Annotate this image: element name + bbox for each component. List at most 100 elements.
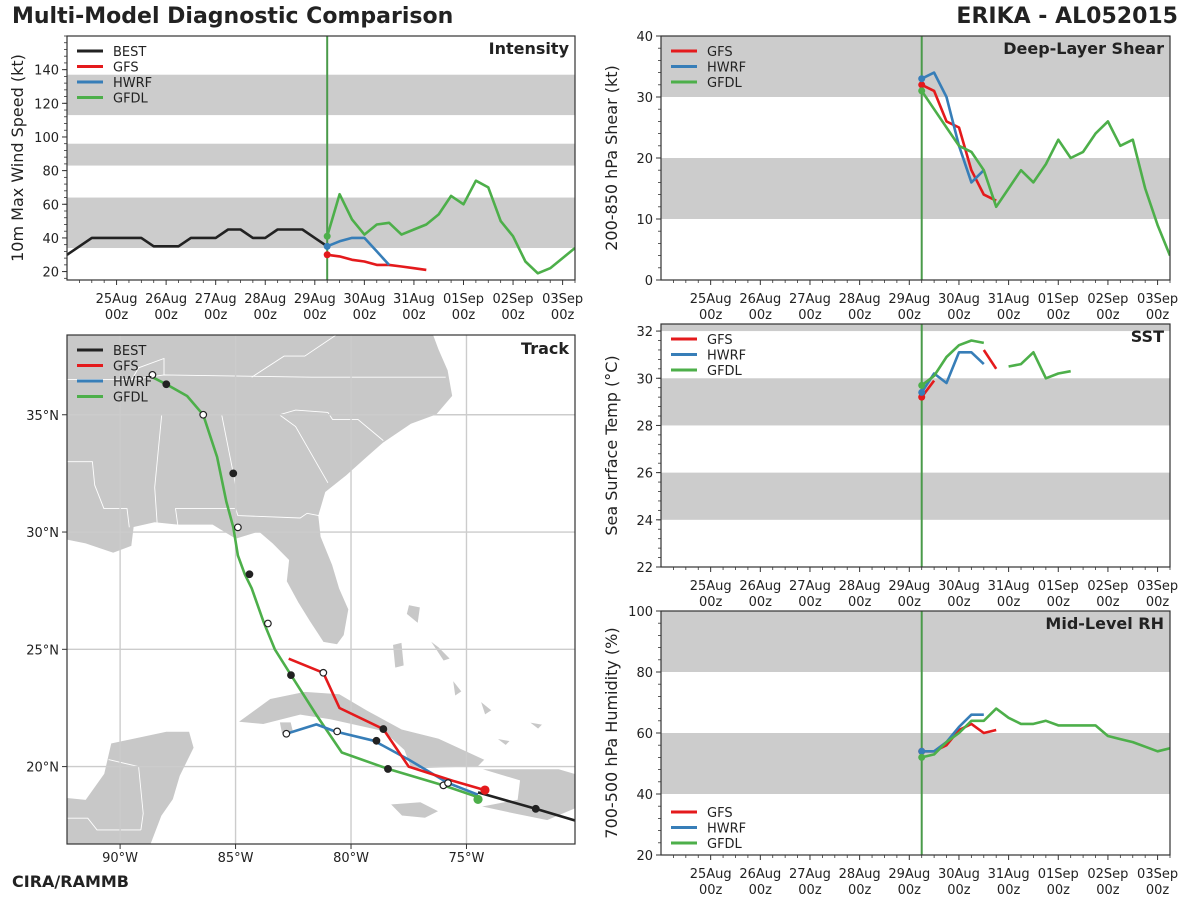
x-tick-label-hour: 00z (947, 883, 971, 898)
track-marker-gfdl (287, 671, 295, 680)
x-tick-label-date: 02Sep (1087, 292, 1128, 307)
y-tick-label: 26 (636, 467, 653, 482)
shaded-band (661, 733, 1170, 794)
x-tick-label-hour: 00z (1047, 595, 1071, 610)
x-tick-label-hour: 00z (1096, 883, 1120, 898)
track-marker-hwrf (282, 729, 291, 738)
x-tick-label-hour: 00z (402, 308, 426, 323)
x-tick-label-hour: 00z (898, 883, 922, 898)
panel-frame (660, 323, 1171, 568)
y-tick-label: 60 (636, 727, 653, 742)
x-tick-label-date: 31Aug (393, 292, 435, 307)
x-tick-label-date: 29Aug (294, 292, 336, 307)
x-tick-label-date: 28Aug (839, 292, 881, 307)
x-tick-label-date: 26Aug (739, 579, 781, 594)
x-tick-label-hour: 00z (898, 308, 922, 323)
x-tick-label-date: 26Aug (145, 292, 187, 307)
state-border (67, 461, 130, 528)
x-tick-label-hour: 00z (898, 595, 922, 610)
series-line-hwrf (921, 713, 984, 753)
track-marker-gfdl (229, 469, 238, 478)
legend-label-gfdl: GFDL (707, 364, 743, 379)
x-tick-label-hour: 00z (947, 308, 971, 323)
init-point-gfs (323, 251, 331, 259)
x-tick-label-hour: 00z (997, 883, 1021, 898)
x-tick-label-date: 01Sep (1038, 579, 1079, 594)
panel-title: Intensity (489, 39, 570, 58)
track-marker-gfdl (245, 570, 254, 579)
series-group (918, 71, 1170, 257)
series-line-gfdl (920, 90, 1170, 257)
x-tick-label-hour: 00z (1047, 883, 1071, 898)
land-bahamas (405, 604, 421, 625)
y-tick-label: 20 (636, 152, 653, 167)
panel-frame (66, 334, 576, 845)
y-tick-label: 100 (628, 605, 653, 620)
legend-label-gfs: GFS (707, 333, 733, 348)
lat-tick-label: 20°N (26, 761, 59, 776)
state-border (131, 357, 165, 380)
y-tick-label: 24 (636, 514, 653, 529)
x-tick-label-date: 03Sep (1137, 292, 1178, 307)
land-bahamas (528, 721, 544, 730)
y-tick-label: 30 (636, 372, 653, 387)
x-tick-label-date: 01Sep (1038, 292, 1079, 307)
legend-label-hwrf: HWRF (113, 76, 152, 91)
series-line-hwrf (921, 71, 985, 184)
track-marker-gfdl (162, 380, 171, 389)
y-tick-label: 10 (636, 213, 653, 228)
init-point-hwrf (918, 388, 926, 396)
shaded-band (661, 36, 1170, 97)
land-bahamas (479, 699, 493, 716)
x-tick-label-date: 30Aug (938, 867, 980, 882)
panel-track: 90°W 85°W 80°W 75°W 20°N 25°N 30°N 35°N Track BES… (26, 334, 576, 866)
panel-shear: 01020304025Aug00z26Aug00z27Aug00z28Aug00… (602, 30, 1178, 323)
legend-label-hwrf: HWRF (707, 349, 746, 364)
x-tick-label-hour: 00z (501, 308, 525, 323)
land-bahamas (452, 678, 463, 697)
state-border (67, 817, 141, 831)
x-tick-label-hour: 00z (749, 883, 773, 898)
track-marker-gfdl (384, 765, 392, 773)
state-border (235, 508, 319, 519)
series-line-gfdl (921, 707, 1170, 759)
x-tick-label-date: 27Aug (195, 292, 237, 307)
land-yucatan (67, 731, 195, 844)
x-tick-label-date: 27Aug (789, 579, 831, 594)
x-tick-label-hour: 00z (303, 308, 327, 323)
x-tick-label-date: 25Aug (690, 579, 732, 594)
legend-label-gfdl: GFDL (707, 837, 743, 852)
x-tick-label-date: 30Aug (938, 579, 980, 594)
land-bahamas (429, 639, 452, 662)
panel-sst: 22242628303225Aug00z26Aug00z27Aug00z28Au… (602, 323, 1178, 610)
x-tick-label-date: 01Sep (443, 292, 484, 307)
y-tick-label: 60 (42, 198, 59, 213)
x-tick-label-hour: 00z (1096, 308, 1120, 323)
shaded-band (67, 143, 575, 166)
legend-label-best: BEST (113, 45, 146, 60)
legend-label-hwrf: HWRF (113, 375, 152, 390)
x-tick-label-date: 27Aug (789, 867, 831, 882)
x-tick-label-hour: 00z (699, 308, 723, 323)
legend-label-gfdl: GFDL (113, 92, 149, 107)
legend-label-hwrf: HWRF (707, 822, 746, 837)
y-axis-label: 10m Max Wind Speed (kt) (8, 54, 27, 262)
shaded-band (661, 611, 1170, 672)
x-tick-label-hour: 00z (105, 308, 129, 323)
x-tick-label-date: 28Aug (839, 867, 881, 882)
lat-tick-label: 35°N (26, 409, 59, 424)
x-tick-label-hour: 00z (848, 883, 872, 898)
y-tick-label: 30 (636, 91, 653, 106)
y-tick-label: 100 (34, 131, 59, 146)
x-tick-label-hour: 00z (749, 595, 773, 610)
x-tick-label-hour: 00z (848, 595, 872, 610)
series-line-gfdl (920, 339, 985, 387)
x-tick-label-date: 28Aug (839, 579, 881, 594)
y-tick-label: 40 (636, 788, 653, 803)
x-tick-label-hour: 00z (1146, 595, 1170, 610)
track-marker-best (531, 804, 540, 813)
x-tick-label-date: 26Aug (739, 867, 781, 882)
track-marker-gfdl (199, 410, 208, 419)
state-border (251, 335, 337, 378)
